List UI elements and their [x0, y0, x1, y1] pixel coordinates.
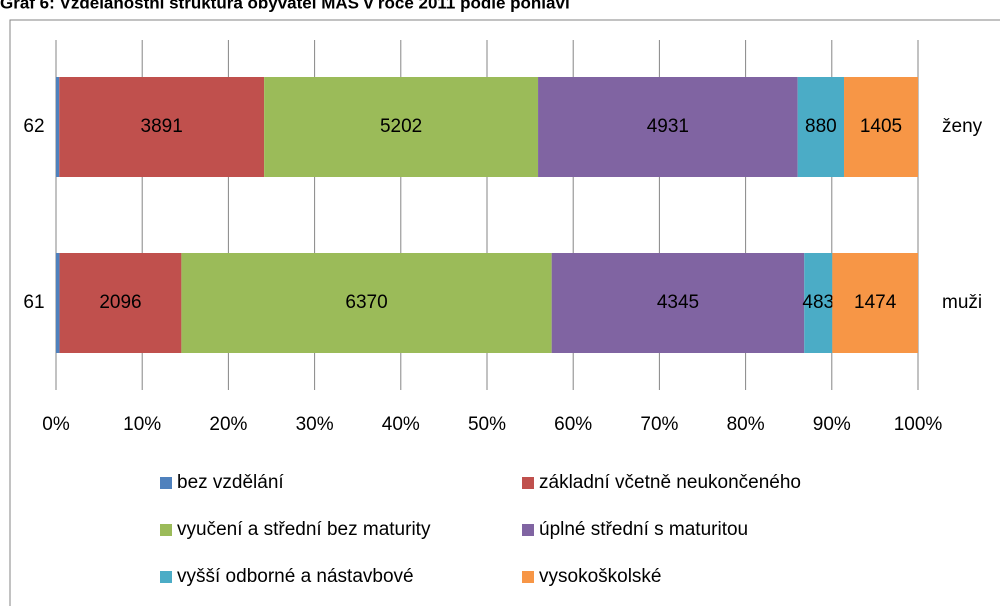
bar-segment — [804, 253, 833, 353]
bar-segment — [59, 77, 265, 177]
data-label: 1405 — [860, 116, 902, 137]
legend-label: bez vzdělání — [177, 472, 284, 493]
bar-segment — [538, 77, 798, 177]
bar-segment — [832, 253, 918, 353]
legend-label: úplné střední s maturitou — [539, 519, 748, 540]
x-tick-label: 40% — [382, 414, 420, 435]
legend-label: vyučení a střední bez maturity — [177, 519, 431, 540]
data-label: 483 — [802, 292, 834, 313]
legend-swatch — [160, 571, 172, 583]
x-tick-label: 30% — [296, 414, 334, 435]
legend-swatch — [522, 477, 534, 489]
data-label: 61 — [23, 292, 44, 313]
x-tick-label: 60% — [554, 414, 592, 435]
chart-title: Graf 6: Vzdělanostní struktura obyvatel … — [0, 0, 571, 12]
x-tick-label: 10% — [123, 414, 161, 435]
data-label: 6370 — [345, 292, 387, 313]
legend-label: vysokoškolské — [539, 566, 662, 587]
x-tick-label: 100% — [894, 414, 943, 435]
data-label: 2096 — [99, 292, 141, 313]
legend-swatch — [522, 571, 534, 583]
bar-segment — [797, 77, 845, 177]
data-label: 4345 — [657, 292, 699, 313]
bar-segment — [551, 253, 805, 353]
legend-label: základní včetně neukončeného — [539, 472, 801, 493]
legend-swatch — [160, 524, 172, 536]
data-label: 1474 — [854, 292, 897, 313]
x-tick-label: 70% — [640, 414, 678, 435]
x-tick-label: 90% — [813, 414, 851, 435]
bar-segment — [181, 253, 552, 353]
bar-segment — [56, 253, 60, 353]
category-label: muži — [942, 292, 982, 313]
data-label: 3891 — [141, 116, 183, 137]
bar-segment — [844, 77, 918, 177]
x-tick-label: 20% — [209, 414, 247, 435]
bar-segment — [264, 77, 539, 177]
data-label: 880 — [805, 116, 837, 137]
legend-swatch — [522, 524, 534, 536]
x-tick-label: 0% — [42, 414, 70, 435]
x-tick-label: 80% — [727, 414, 765, 435]
bar-segment — [59, 253, 182, 353]
data-label: 62 — [23, 116, 44, 137]
category-label: ženy — [942, 116, 983, 137]
data-label: 4931 — [647, 116, 689, 137]
x-tick-label: 50% — [468, 414, 506, 435]
bar-segment — [56, 77, 60, 177]
legend-label: vyšší odborné a nástavbové — [177, 566, 414, 587]
data-label: 5202 — [380, 116, 422, 137]
legend-swatch — [160, 477, 172, 489]
